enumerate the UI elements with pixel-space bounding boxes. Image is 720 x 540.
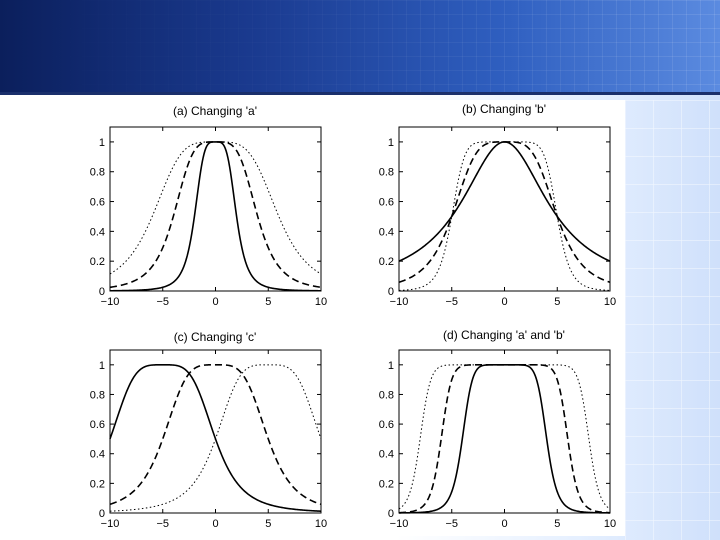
- slide-header-banner: [0, 0, 720, 92]
- x-tick-label: −10: [390, 296, 409, 308]
- y-tick-label: 0.4: [90, 226, 105, 238]
- series-line-solid: [109, 364, 322, 512]
- x-tick-label: 0: [501, 296, 507, 308]
- y-tick-label: 1: [99, 360, 105, 372]
- y-tick-label: 0.8: [90, 389, 105, 401]
- series-line-dotted: [109, 364, 322, 512]
- chart-title: (d) Changing 'a' and 'b': [443, 328, 565, 342]
- y-tick-label: 0.2: [90, 478, 105, 490]
- y-tick-label: 0: [99, 508, 105, 520]
- x-tick-label: 5: [554, 296, 560, 308]
- y-tick-label: 0.2: [379, 478, 394, 490]
- y-tick-label: 1: [99, 137, 105, 149]
- y-tick-label: 0.4: [90, 449, 105, 461]
- series-line-dashed: [109, 141, 322, 289]
- series-line-solid: [398, 141, 611, 262]
- y-tick-label: 0.8: [379, 389, 394, 401]
- x-tick-label: −5: [156, 518, 169, 530]
- chart-panel-4: (d) Changing 'a' and 'b' −10 −5 0 5 10 0 0.2 0.4…: [379, 328, 616, 530]
- bell-mf-figure: (a) Changing 'a'−10 −5 0 5 1000.20.40.60.81(…: [90, 102, 616, 530]
- x-tick-label: 10: [604, 296, 616, 308]
- y-tick-label: 1: [388, 137, 394, 149]
- x-tick-label: 5: [265, 296, 271, 308]
- plot-frame: [398, 126, 611, 292]
- x-tick-label: 5: [554, 518, 560, 530]
- chart-panel-2: (b) Changing 'b' −10 −5 0 5 10 0 0.2 0.4 0.6 0.8 1: [379, 102, 616, 308]
- y-tick-label: 0.8: [379, 167, 394, 179]
- plot-frame: [398, 349, 611, 514]
- chart-title: (a) Changing 'a': [173, 104, 257, 118]
- y-tick-label: 0: [388, 286, 394, 298]
- x-tick-label: −10: [390, 518, 409, 530]
- x-tick-label: 0: [501, 518, 507, 530]
- plot-frame: [109, 349, 322, 514]
- y-tick-label: 0.4: [379, 449, 394, 461]
- x-tick-label: −10: [101, 518, 120, 530]
- x-tick-label: 10: [315, 296, 327, 308]
- series-line-dashed: [398, 141, 611, 283]
- x-tick-label: −5: [445, 518, 458, 530]
- y-tick-label: 0.6: [90, 419, 105, 431]
- y-tick-label: 0.6: [90, 197, 105, 209]
- series-line-dotted: [398, 364, 611, 510]
- x-tick-label: 10: [315, 518, 327, 530]
- y-tick-label: 1: [388, 360, 394, 372]
- header-grid-pattern: [0, 0, 720, 92]
- x-tick-label: 10: [604, 518, 616, 530]
- y-tick-label: 0: [99, 286, 105, 298]
- x-tick-label: −5: [445, 296, 458, 308]
- y-tick-label: 0.2: [379, 256, 394, 268]
- series-line-dashed: [109, 364, 322, 506]
- series-line-solid: [399, 364, 610, 514]
- chart-panel-3: (c) Changing 'c' −10 −5 0 5 10 0 0.2 0.4 0.6 0.8 1: [90, 330, 327, 530]
- x-tick-label: 0: [212, 296, 218, 308]
- y-tick-label: 0.6: [379, 419, 394, 431]
- background-grid-decoration: [625, 100, 720, 540]
- y-tick-label: 0.4: [379, 226, 394, 238]
- x-tick-label: 5: [265, 518, 271, 530]
- series-line-dotted: [109, 141, 322, 275]
- figure-panel: (a) Changing 'a' −10 −5 0 5 10 0 0.2 0.4 0.6 0.8 1(…: [80, 100, 625, 536]
- series-line-solid: [109, 141, 322, 292]
- x-tick-label: −5: [156, 296, 169, 308]
- series-line-dotted: [398, 141, 611, 291]
- y-tick-label: 0: [388, 508, 394, 520]
- chart-title: (c) Changing 'c': [174, 330, 257, 344]
- y-tick-label: 0.2: [90, 256, 105, 268]
- chart-panel-1: (a) Changing 'a' −10 −5 0 5 10 0 0.2 0.4 0.6 0.8 1: [90, 104, 327, 308]
- series-line-dashed: [398, 364, 611, 514]
- chart-title: (b) Changing 'b': [462, 102, 546, 116]
- x-tick-label: −10: [101, 296, 120, 308]
- y-tick-label: 0.8: [90, 167, 105, 179]
- plot-frame: [109, 126, 322, 292]
- y-tick-label: 0.6: [379, 197, 394, 209]
- x-tick-label: 0: [212, 518, 218, 530]
- header-divider: [0, 92, 720, 95]
